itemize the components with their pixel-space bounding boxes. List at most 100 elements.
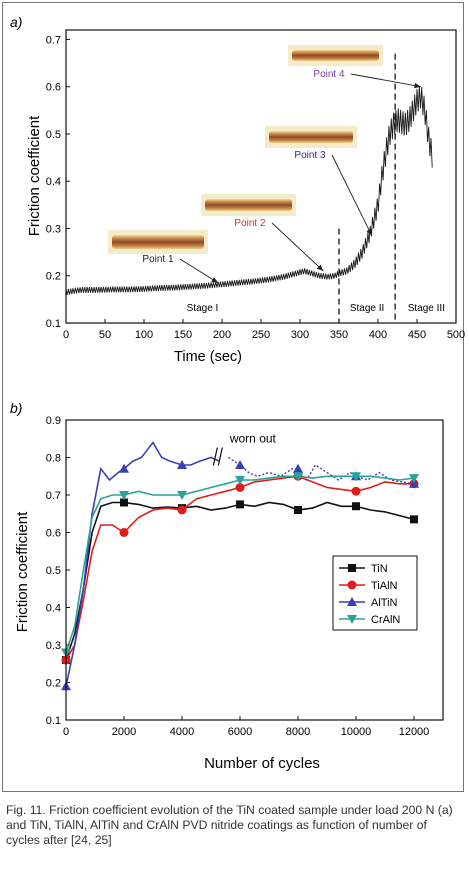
y-tick-label: 0.4: [46, 176, 61, 188]
panel-b-ylabel: Friction coefficient: [14, 511, 31, 632]
marker-square: [348, 564, 356, 572]
legend-label: TiAlN: [371, 580, 398, 592]
x-tick-label: 400: [369, 329, 387, 341]
x-tick-label: 12000: [399, 726, 430, 738]
figure-canvas: a) Stage I Stage II Stage III Point 1 Point…: [10, 14, 465, 772]
marker-circle: [351, 486, 361, 496]
legend-label: TiN: [371, 563, 388, 575]
series-line: [65, 501, 415, 661]
annotation-arrow-head: [211, 277, 219, 283]
marker-triangle-up: [177, 460, 187, 469]
y-tick-label: 0.8: [46, 453, 61, 465]
panel-a-xlabel: Time (sec): [174, 349, 242, 365]
marker-triangle-up: [119, 463, 129, 473]
marker-circle: [235, 483, 245, 492]
x-tick-label: 350: [330, 329, 348, 341]
panel-a-ylabel: Friction coefficient: [26, 115, 43, 236]
figure-caption: Fig. 11. Friction coefficient evolution …: [6, 803, 453, 847]
series-line: [65, 475, 415, 653]
marker-triangle-down: [177, 491, 187, 500]
figure-frame: [2, 2, 464, 792]
x-tick-label: 250: [252, 329, 270, 341]
marker-triangle-down: [235, 476, 245, 485]
x-tick-label: 4000: [170, 726, 194, 738]
y-tick-label: 0.5: [46, 565, 61, 577]
x-tick-label: 0: [63, 329, 69, 341]
break-mark: [212, 447, 218, 466]
x-tick-label: 150: [174, 329, 192, 341]
panel-b-xlabel: Number of cycles: [204, 755, 320, 772]
x-tick-label: 6000: [228, 726, 252, 738]
sample-photo-image: [292, 50, 379, 61]
panel-a-plot-frame: [65, 29, 457, 324]
x-tick-label: 8000: [286, 726, 310, 738]
x-tick-label: 2000: [112, 726, 136, 738]
panel-a-label: a): [10, 14, 22, 30]
panel-b-label: b): [10, 400, 22, 416]
annotation-arrow-head: [316, 264, 324, 272]
y-tick-label: 0.7: [46, 490, 61, 502]
marker-triangle-down: [293, 472, 303, 482]
y-tick-label: 0.9: [46, 415, 61, 427]
panel-b-plot-frame: [65, 419, 444, 721]
y-tick-label: 0.3: [46, 223, 61, 235]
x-tick-label: 450: [408, 329, 426, 341]
point-label: Point 4: [313, 69, 345, 80]
stage-label: Stage I: [187, 303, 219, 314]
marker-circle: [347, 580, 357, 590]
x-tick-label: 10000: [341, 726, 372, 738]
break-mark: [217, 447, 223, 466]
annotation-arrow-line: [350, 73, 421, 88]
annotation-arrow-line: [179, 258, 219, 284]
y-tick-label: 0.6: [46, 528, 61, 540]
marker-square: [236, 500, 244, 509]
x-tick-label: 50: [99, 329, 111, 341]
x-tick-label: 0: [63, 726, 69, 738]
y-tick-label: 0.2: [46, 271, 61, 283]
y-tick-label: 0.6: [46, 82, 61, 94]
point-label: Point 2: [234, 218, 266, 229]
point-label: Point 1: [142, 254, 174, 265]
marker-triangle-down: [347, 615, 357, 624]
marker-triangle-up: [409, 478, 419, 488]
friction-series-line: [66, 86, 433, 295]
series-CrAlN: [61, 472, 419, 658]
series-line-worn-out: [228, 456, 415, 485]
marker-triangle-down: [351, 472, 361, 482]
marker-square: [120, 498, 128, 507]
series-line: [65, 475, 414, 661]
x-tick-label: 300: [291, 329, 309, 341]
y-tick-label: 0.5: [46, 129, 61, 141]
y-tick-label: 0.1: [46, 715, 61, 727]
y-tick-label: 0.2: [46, 678, 61, 690]
marker-triangle-down: [119, 491, 129, 500]
annotation-arrow-line: [331, 154, 373, 236]
legend-box: [332, 555, 418, 631]
x-tick-label: 200: [213, 329, 231, 341]
annotation-arrow-head: [414, 82, 421, 89]
sample-photo-image: [112, 235, 204, 249]
y-tick-label: 0.1: [46, 318, 61, 330]
worn-out-label: worn out: [229, 432, 277, 446]
panel-a: a) Stage I Stage II Stage III Point 1 Point…: [10, 14, 465, 365]
sample-photo-image: [205, 199, 292, 211]
marker-triangle-up: [293, 463, 303, 473]
stage-label: Stage III: [408, 303, 445, 314]
x-tick-label: 500: [447, 329, 465, 341]
stage-label: Stage II: [350, 303, 384, 314]
marker-square: [352, 502, 360, 511]
annotation-arrow-line: [271, 222, 324, 272]
x-tick-label: 100: [135, 329, 153, 341]
point-label: Point 3: [294, 150, 326, 161]
marker-square: [410, 515, 418, 524]
legend-label: CrAlN: [371, 614, 400, 626]
marker-triangle-down: [409, 474, 419, 484]
marker-circle: [177, 505, 187, 515]
marker-triangle-up: [347, 597, 357, 606]
y-tick-label: 0.3: [46, 640, 61, 652]
panel-b: b) 0.1 0.2 0.3 0.4 0.5 0.6 0.7 0.8 0.9 0 2000 4000…: [10, 400, 444, 772]
sample-photo-image: [269, 131, 353, 143]
y-tick-label: 0.4: [46, 603, 61, 615]
series-TiAlN: [61, 471, 419, 665]
legend-label: AlTiN: [371, 597, 398, 609]
